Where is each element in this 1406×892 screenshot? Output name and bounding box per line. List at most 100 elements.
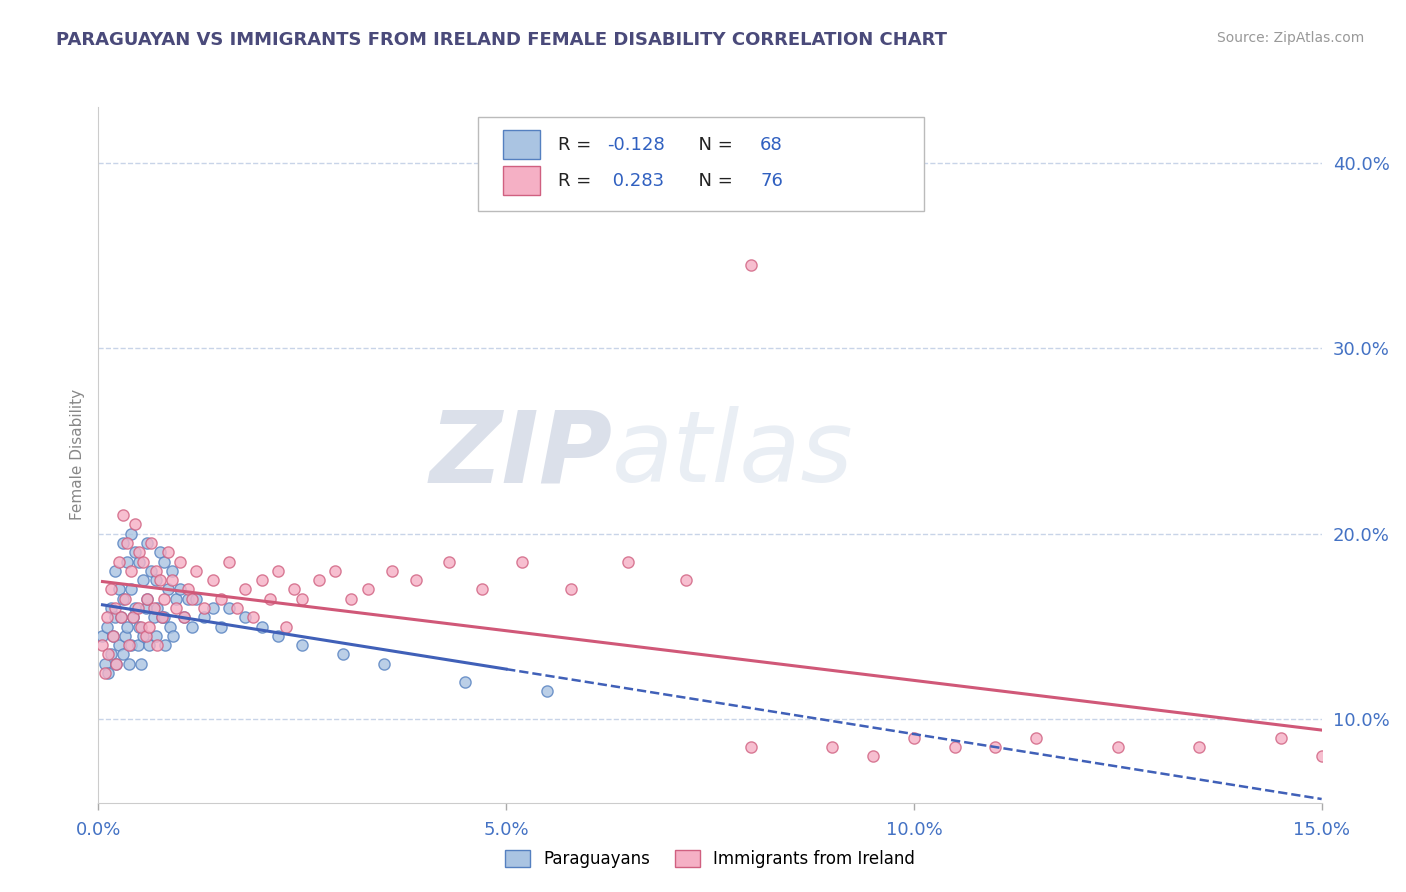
Text: N =: N = (686, 172, 738, 190)
Point (132, 573, 155, 587)
Point (193, 610, 215, 624)
Point (862, 749, 884, 764)
Point (136, 591, 159, 606)
Point (186, 591, 208, 606)
Point (181, 591, 204, 606)
Text: -0.128: -0.128 (607, 136, 665, 153)
Point (129, 619, 152, 633)
Point (291, 591, 314, 606)
Point (233, 582, 256, 597)
Point (114, 629, 136, 643)
Point (111, 591, 134, 606)
Point (146, 638, 169, 652)
Point (118, 657, 141, 671)
Point (291, 638, 314, 652)
Point (323, 564, 346, 578)
Point (135, 601, 157, 615)
Point (373, 657, 395, 671)
Point (100, 601, 122, 615)
Point (100, 648, 122, 662)
Point (177, 591, 200, 606)
Point (141, 564, 163, 578)
Point (617, 555, 640, 569)
Point (381, 564, 404, 578)
Point (1310, 749, 1333, 764)
Point (104, 601, 127, 615)
Point (675, 573, 697, 587)
Point (91, 638, 114, 652)
Point (405, 573, 427, 587)
Point (111, 536, 134, 550)
Point (145, 564, 167, 578)
Legend: Paraguayans, Immigrants from Ireland: Paraguayans, Immigrants from Ireland (498, 843, 922, 874)
Point (141, 536, 163, 550)
Point (356, 582, 378, 597)
Text: R =: R = (558, 172, 598, 190)
Point (1107, 740, 1129, 755)
Point (97, 665, 120, 680)
Point (233, 610, 256, 624)
Point (150, 610, 173, 624)
Point (136, 536, 159, 550)
Point (142, 601, 165, 615)
Point (471, 582, 494, 597)
Point (121, 610, 143, 624)
Point (209, 591, 232, 606)
Point (94, 657, 117, 671)
Point (165, 601, 187, 615)
Point (101, 629, 124, 643)
Text: atlas: atlas (612, 407, 853, 503)
Y-axis label: Female Disability: Female Disability (69, 389, 84, 521)
Point (115, 619, 138, 633)
Point (120, 638, 142, 652)
Point (201, 601, 224, 615)
Point (120, 564, 142, 578)
Point (96, 619, 118, 633)
Point (96, 610, 118, 624)
Point (512, 555, 534, 569)
Text: 68: 68 (761, 136, 783, 153)
Point (201, 573, 224, 587)
Point (105, 657, 128, 671)
Text: N =: N = (686, 136, 738, 153)
Point (108, 582, 131, 597)
Text: ZIP: ZIP (429, 407, 612, 503)
Point (104, 610, 127, 624)
Point (218, 555, 240, 569)
Point (110, 610, 132, 624)
Point (160, 573, 183, 587)
Point (903, 731, 925, 745)
Point (145, 629, 167, 643)
Point (984, 740, 1007, 755)
Point (149, 545, 172, 559)
Point (152, 610, 174, 624)
Point (97, 648, 120, 662)
Point (1270, 731, 1292, 745)
Point (740, 258, 762, 272)
Point (127, 601, 149, 615)
Point (111, 648, 134, 662)
Point (145, 573, 167, 587)
Point (129, 657, 152, 671)
Point (118, 638, 141, 652)
Point (267, 564, 290, 578)
Point (114, 591, 136, 606)
Point (146, 601, 169, 615)
Point (121, 610, 143, 624)
Point (136, 591, 159, 606)
Point (120, 526, 142, 541)
Point (115, 536, 138, 550)
Point (142, 610, 165, 624)
Text: 76: 76 (761, 172, 783, 190)
Point (132, 555, 155, 569)
Point (115, 555, 138, 569)
Point (209, 619, 232, 633)
FancyBboxPatch shape (478, 118, 924, 211)
Point (128, 545, 150, 559)
Point (94, 665, 117, 680)
Point (274, 619, 297, 633)
Point (169, 555, 191, 569)
Point (1188, 740, 1211, 755)
Point (332, 648, 354, 662)
Point (108, 638, 131, 652)
